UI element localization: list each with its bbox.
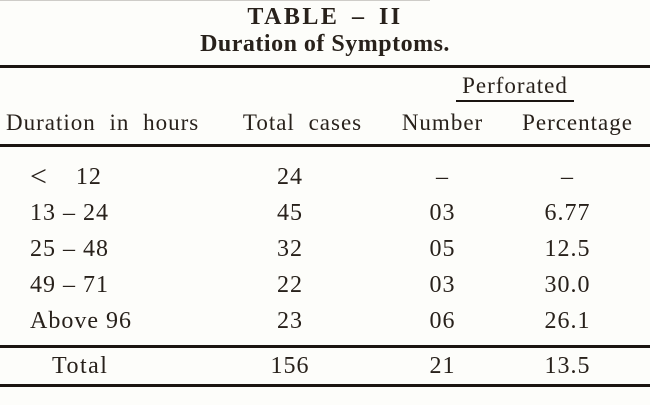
less-than-symbol: < (30, 159, 48, 193)
group-header-row: Perforated (0, 67, 650, 103)
table-footer: Total 156 21 13.5 (0, 345, 650, 387)
scan-artifact-line (0, 0, 430, 1)
total-row: Total 156 21 13.5 (0, 345, 650, 387)
column-header-row: Duration in hours Total cases Number Per… (0, 102, 650, 147)
cell-total-cases: 22 (277, 271, 303, 298)
cell-percentage: 12.5 (544, 235, 591, 262)
cell-duration: 49 – 71 (30, 271, 109, 298)
column-header-duration: Duration in hours (0, 102, 225, 147)
cell-duration: 25 – 48 (30, 235, 109, 262)
table-row: 25 – 48 32 05 12.5 (0, 231, 650, 267)
cell-duration: 13 – 24 (30, 199, 109, 226)
cell-number: 03 (429, 199, 456, 226)
cell-total-cases: 24 (277, 163, 303, 190)
table-title: TABLE – II (247, 4, 403, 30)
cell-total-cases: 45 (277, 199, 303, 226)
cell-total-cases: 32 (277, 235, 303, 262)
cell-number: 05 (429, 235, 456, 262)
cell-duration: Above 96 (30, 307, 132, 334)
table-body: <12 24 – – 13 – 24 45 03 6.77 25 – 48 32… (0, 146, 650, 347)
table-row: 49 – 71 22 03 30.0 (0, 267, 650, 303)
perforated-group-label: Perforated (456, 73, 574, 102)
table-title-block: TABLE – II Duration of Symptoms. (0, 0, 650, 58)
group-header-cell: Perforated (380, 67, 650, 102)
table-subtitle: Duration of Symptoms. (200, 31, 450, 57)
cell-number: 03 (429, 271, 456, 298)
total-number-value: 21 (380, 345, 505, 387)
total-label: Total (0, 345, 225, 387)
total-percentage-value: 13.5 (505, 345, 650, 387)
cell-number: – (436, 163, 449, 190)
cell-percentage: 26.1 (544, 307, 591, 334)
cell-duration-value: 12 (75, 163, 102, 190)
cell-percentage: 30.0 (544, 271, 591, 298)
cell-number: 06 (429, 307, 456, 334)
table-row: Above 96 23 06 26.1 (0, 303, 650, 347)
duration-of-symptoms-table: Perforated Duration in hours Total cases… (0, 65, 650, 387)
cell-duration: <12 (0, 146, 225, 196)
column-header-percentage: Percentage (505, 102, 650, 147)
group-header-spacer (0, 67, 380, 103)
table-row: 13 – 24 45 03 6.77 (0, 195, 650, 231)
table-row: <12 24 – – (0, 146, 650, 196)
cell-total-cases: 23 (277, 307, 303, 334)
cell-percentage: 6.77 (544, 199, 591, 226)
column-header-total-cases: Total cases (225, 102, 380, 147)
total-cases-value: 156 (225, 345, 380, 387)
column-header-number: Number (380, 102, 505, 147)
table-header: Perforated Duration in hours Total cases… (0, 67, 650, 147)
cell-percentage: – (561, 163, 574, 190)
